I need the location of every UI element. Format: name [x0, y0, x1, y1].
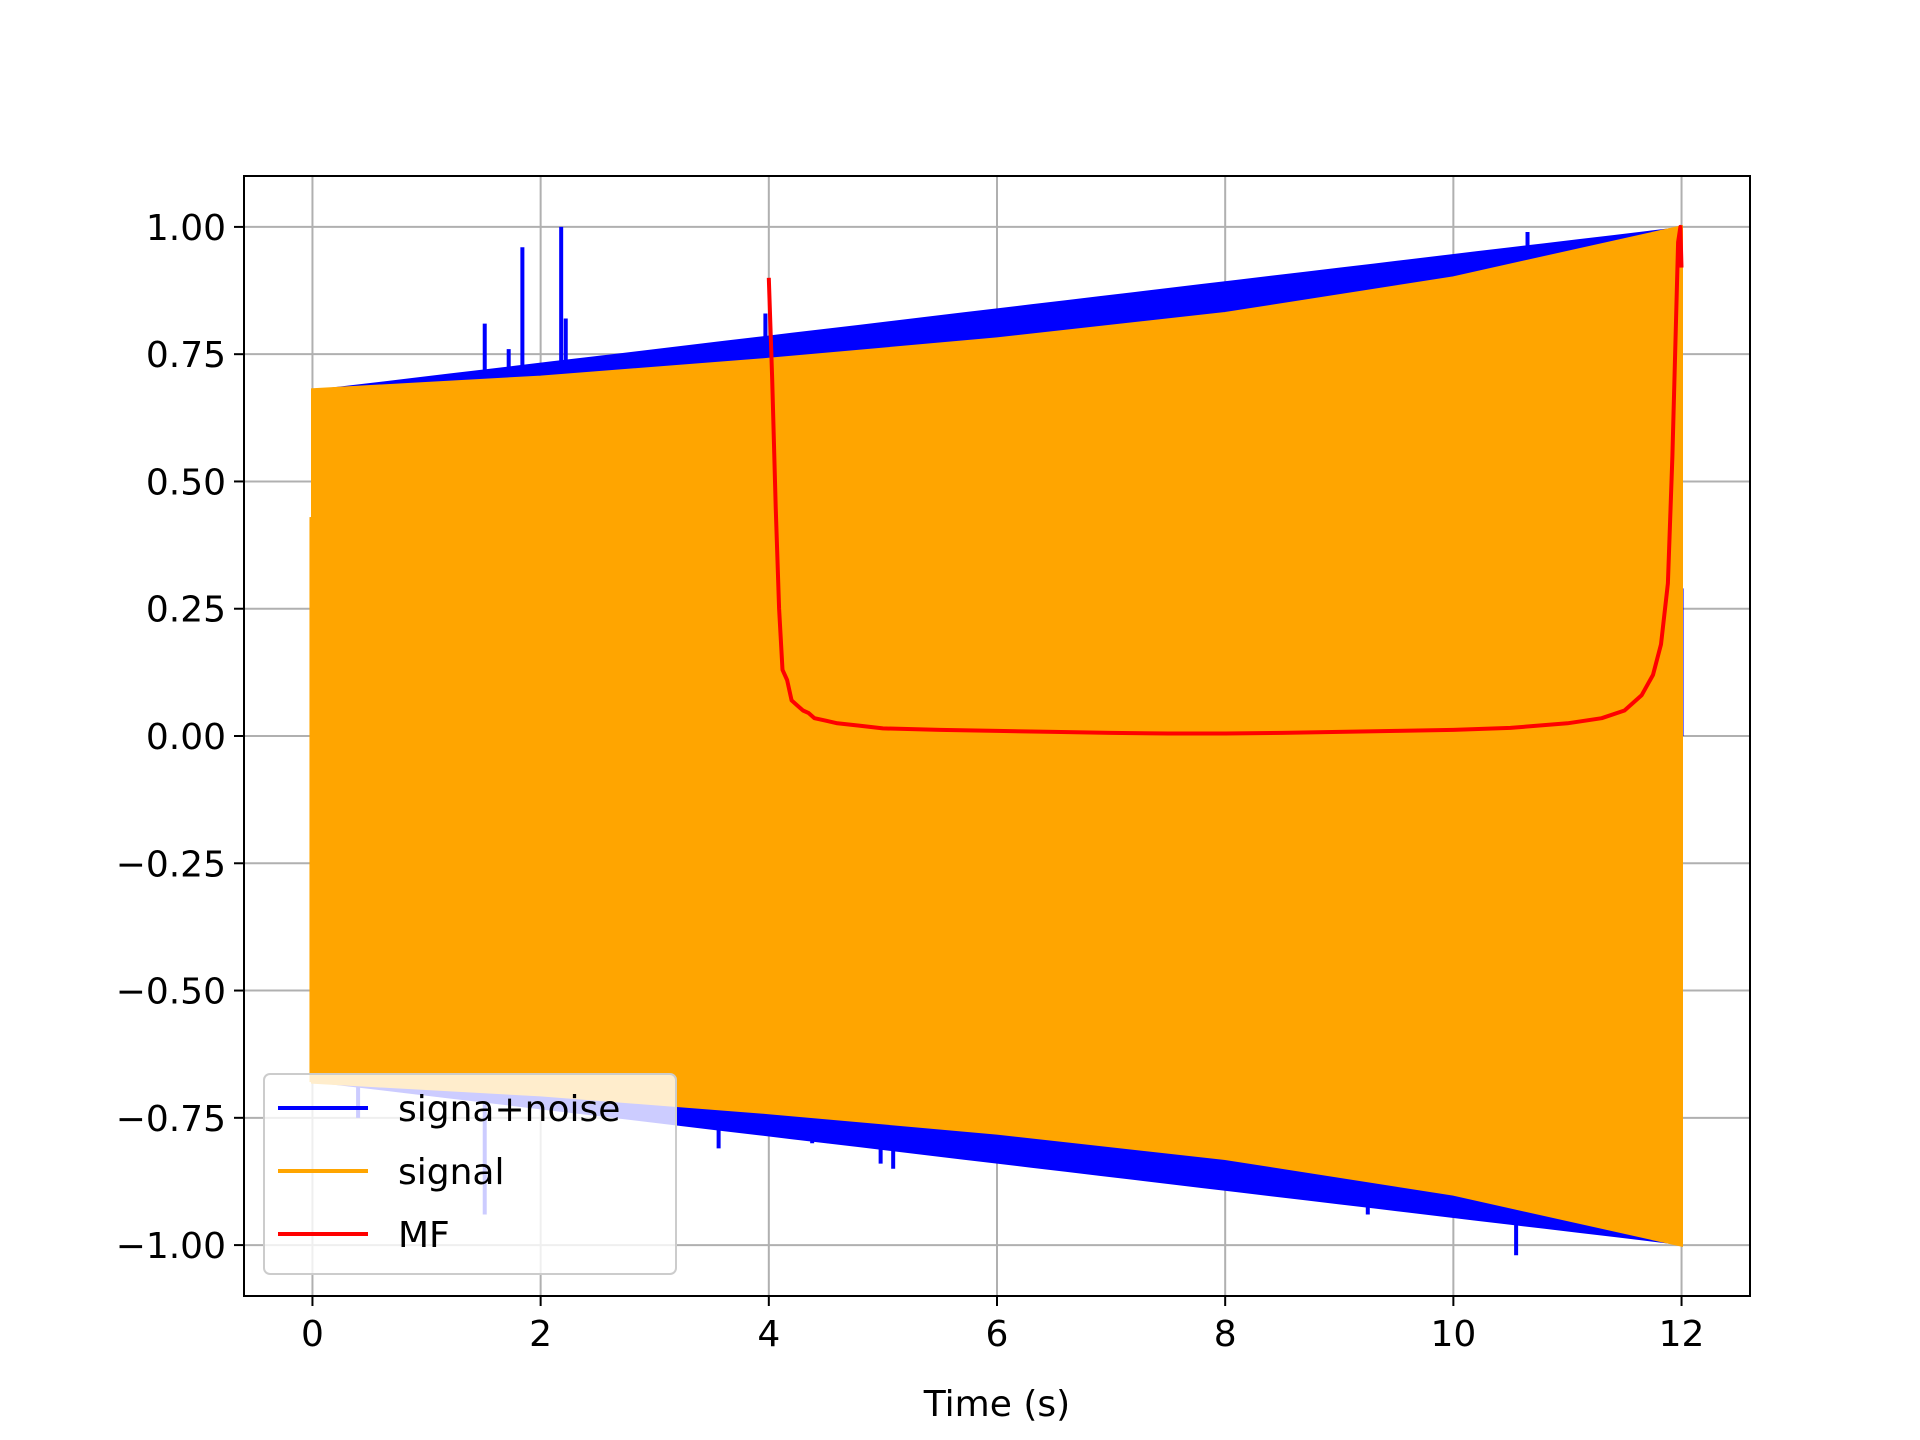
y-tick-label: 1.00 [146, 208, 226, 249]
x-axis-label: Time (s) [923, 1384, 1070, 1425]
y-tick-label: −1.00 [116, 1226, 226, 1267]
legend-box [263, 1073, 677, 1275]
y-tick-label: −0.75 [116, 1099, 226, 1140]
data-layer [309, 224, 1684, 1256]
y-tick-label: −0.50 [116, 972, 226, 1013]
x-tick-label: 12 [1659, 1314, 1705, 1355]
x-tick-label: 10 [1430, 1314, 1476, 1355]
y-tick-label: 0.50 [146, 462, 226, 503]
series-mf-line [766, 224, 1684, 736]
legend: signa+noise signal MF [263, 1073, 677, 1275]
x-tick-label: 2 [529, 1314, 552, 1355]
y-tick-label: 0.75 [146, 335, 226, 376]
y-tick-label: 0.25 [146, 590, 226, 631]
x-tick-label: 0 [301, 1314, 324, 1355]
x-tick-label: 6 [986, 1314, 1009, 1355]
legend-label-mf: MF [398, 1215, 450, 1256]
y-tick-label: 0.00 [146, 717, 226, 758]
y-tick-label: −0.25 [116, 844, 226, 885]
x-tick-label: 8 [1214, 1314, 1237, 1355]
legend-label-signal: signal [398, 1152, 505, 1193]
axis-ticks: 0 2 4 6 8 10 12 1.00 0.75 0.50 0.25 0.00 −0.25 −0.50 −… [116, 208, 1705, 1355]
legend-label-signal-noise: signa+noise [398, 1089, 620, 1130]
x-tick-label: 4 [757, 1314, 780, 1355]
